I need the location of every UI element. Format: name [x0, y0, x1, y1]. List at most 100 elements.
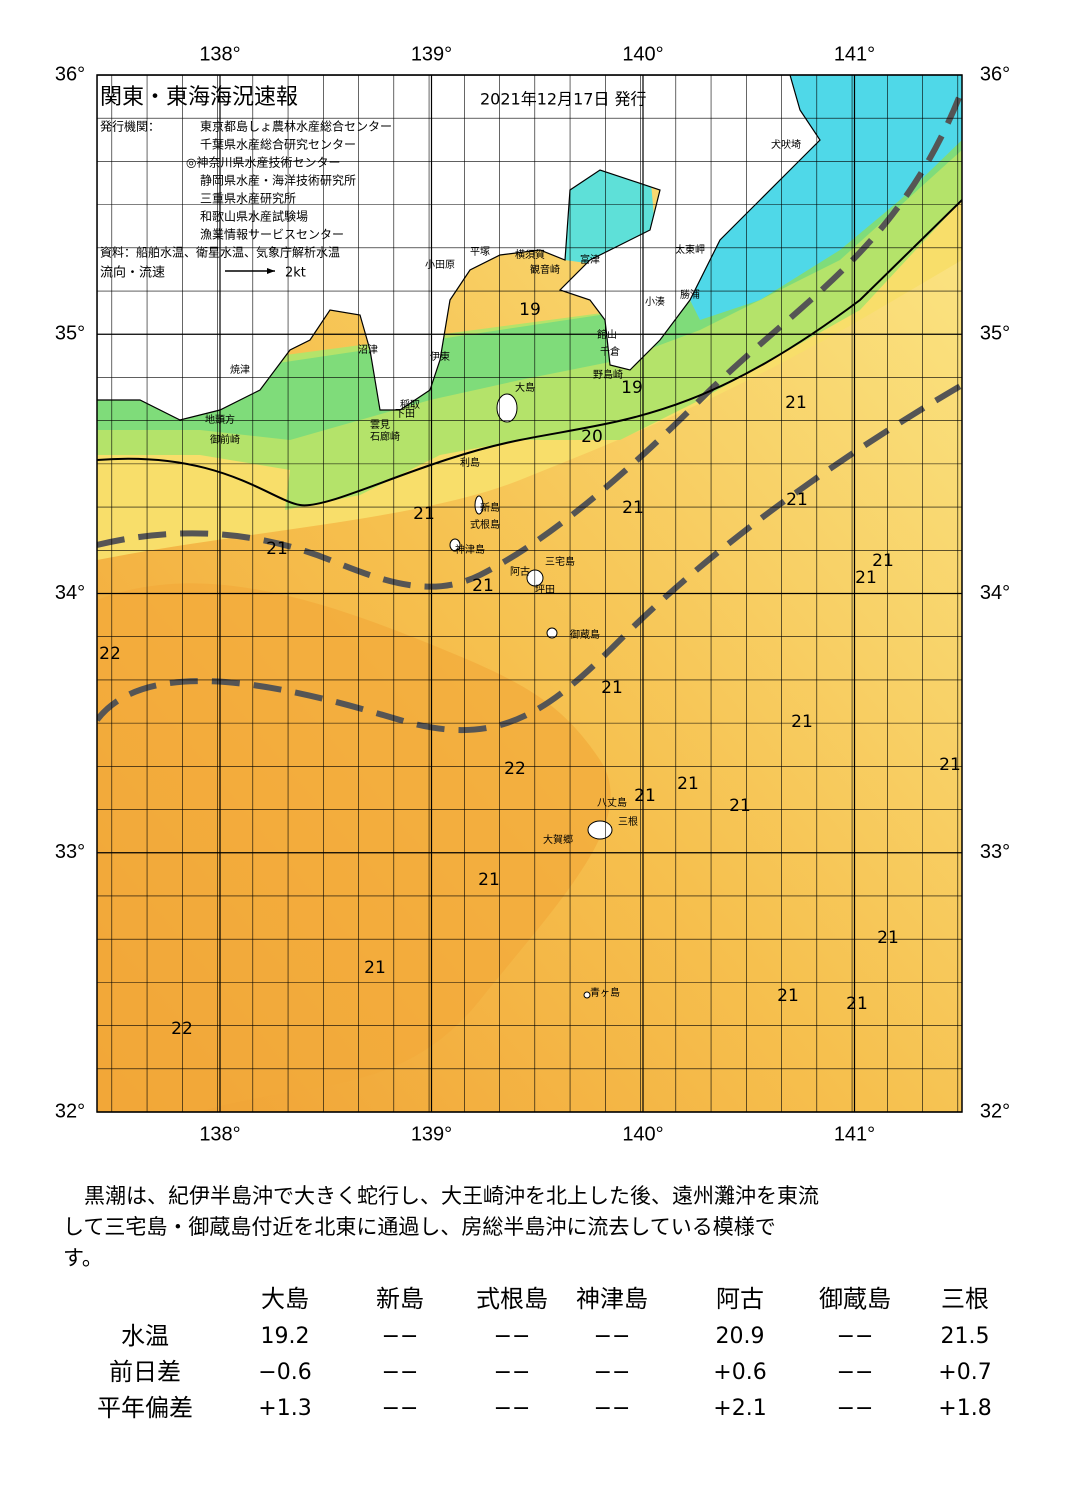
place-name: 利島 — [460, 456, 480, 469]
table-header: 大島 — [261, 1285, 309, 1313]
temperature-label: 21 — [364, 958, 386, 978]
place-name: 富津 — [580, 253, 600, 266]
table-cell: −− — [594, 1360, 631, 1385]
table-header: 阿古 — [716, 1285, 764, 1313]
lat-label: 34° — [55, 582, 85, 604]
issue-date: 2021年12月17日 発行 — [480, 90, 647, 109]
cold-water — [690, 75, 962, 320]
issuer-label: 発行機関： — [100, 119, 160, 134]
lon-label: 140° — [622, 43, 663, 65]
temperature-label: 21 — [877, 928, 899, 948]
table-cell: −− — [837, 1324, 874, 1349]
issuer: 漁業情報サービスセンター — [200, 228, 344, 242]
issuer: 静岡県水産・海洋技術研究所 — [200, 173, 356, 188]
temperature-label: 21 — [855, 568, 877, 588]
temperature-label: 21 — [786, 490, 808, 510]
place-name: 三根 — [618, 815, 638, 828]
table-cell: 20.9 — [716, 1324, 765, 1349]
place-name: 石廊崎 — [370, 430, 400, 443]
place-name: 雲見 — [370, 419, 390, 431]
table-cell: 21.5 — [941, 1324, 990, 1349]
temperature-label: 21 — [634, 786, 656, 806]
table-cell: −− — [594, 1324, 631, 1349]
lat-label: 33° — [55, 841, 85, 863]
temperature-label: 21 — [266, 539, 288, 559]
place-name: 横須賀 — [515, 248, 545, 261]
lon-label: 138° — [199, 43, 240, 65]
temperature-label: 21 — [846, 994, 868, 1014]
map-labels: 138° 138° 139° 139° 140° 140° 141° 141° 36° 36° 35… — [55, 43, 1010, 1145]
place-name: 地頭方 — [205, 413, 235, 426]
lon-label: 141° — [834, 1123, 875, 1145]
table-cell: −− — [494, 1396, 531, 1421]
table-cell: −− — [382, 1324, 419, 1349]
issuer: ◎神奈川県水産技術センター — [186, 155, 340, 170]
place-name: 阿古 — [510, 565, 530, 578]
summary-line: す。 — [63, 1246, 103, 1270]
green-band-inner — [97, 120, 962, 440]
place-name: 伊東 — [430, 350, 450, 363]
table-cell: 19.2 — [261, 1324, 310, 1349]
place-name: 大賀郷 — [543, 833, 573, 846]
place-name: 三宅島 — [545, 555, 575, 568]
map-title: 関東・東海海況速報 — [100, 85, 298, 110]
lat-label: 34° — [980, 582, 1010, 604]
kuroshio-axis — [97, 88, 962, 590]
issuer: 東京都島しょ農林水産総合センター — [200, 119, 392, 134]
row-label: 水温 — [121, 1322, 169, 1350]
legend-arrow-head — [267, 268, 275, 274]
table-cell: −− — [494, 1324, 531, 1349]
temperature-label: 21 — [478, 870, 500, 890]
issuer: 千葉県水産総合研究センター — [200, 137, 356, 152]
table-cell: +1.8 — [938, 1396, 991, 1421]
lat-label: 32° — [980, 1100, 1010, 1122]
place-name: 小湊 — [645, 295, 665, 308]
temperature-label: 21 — [677, 774, 699, 794]
issuer: 和歌山県水産試験場 — [200, 209, 308, 224]
kuroshio-edge — [97, 382, 962, 734]
lat-label: 35° — [980, 323, 1010, 345]
table-cell: +2.1 — [713, 1396, 766, 1421]
temperature-label: 21 — [785, 393, 807, 413]
table-cell: −− — [837, 1396, 874, 1421]
table-header: 御蔵島 — [819, 1285, 891, 1313]
islands — [449, 393, 613, 999]
table-cell: −− — [494, 1360, 531, 1385]
place-name: 野島崎 — [593, 368, 623, 381]
temperature-label: 22 — [504, 759, 526, 779]
lat-label: 36° — [980, 63, 1010, 85]
legend-label: 流向・流速 — [100, 265, 165, 281]
lat-label: 36° — [55, 63, 85, 85]
lon-label: 141° — [834, 43, 875, 65]
place-name: 館山 — [597, 328, 617, 341]
table-header: 神津島 — [576, 1285, 648, 1313]
place-name: 稲取 — [400, 399, 420, 411]
temperature-label: 21 — [729, 796, 751, 816]
place-name: 神津島 — [455, 543, 485, 556]
temperature-label: 20 — [581, 427, 603, 447]
temperature-label: 21 — [413, 504, 435, 524]
temperature-label: 19 — [621, 378, 643, 398]
place-name: 坪田 — [535, 583, 555, 596]
place-name: 千倉 — [600, 345, 620, 358]
temperature-label: 21 — [872, 551, 894, 571]
temperature-label: 21 — [601, 678, 623, 698]
place-name: 八丈島 — [597, 796, 627, 809]
lon-label: 138° — [199, 1123, 240, 1145]
table-header: 新島 — [376, 1285, 424, 1313]
place-name: 式根島 — [470, 518, 500, 531]
lat-label: 32° — [55, 1100, 85, 1122]
source: 資料：船舶水温、衛星水温、気象庁解析水温 — [100, 245, 340, 260]
temperature-label: 21 — [791, 712, 813, 732]
place-name: 大島 — [515, 381, 535, 394]
temperature-label: 21 — [777, 986, 799, 1006]
temperature-label: 21 — [622, 498, 644, 518]
lon-label: 139° — [411, 43, 452, 65]
temperature-label: 22 — [171, 1019, 193, 1039]
place-name: 青ヶ島 — [590, 986, 620, 999]
legend-speed: 2kt — [285, 266, 306, 281]
isotherm — [97, 199, 962, 507]
place-name: 平塚 — [470, 246, 490, 258]
table-cell: −− — [837, 1360, 874, 1385]
